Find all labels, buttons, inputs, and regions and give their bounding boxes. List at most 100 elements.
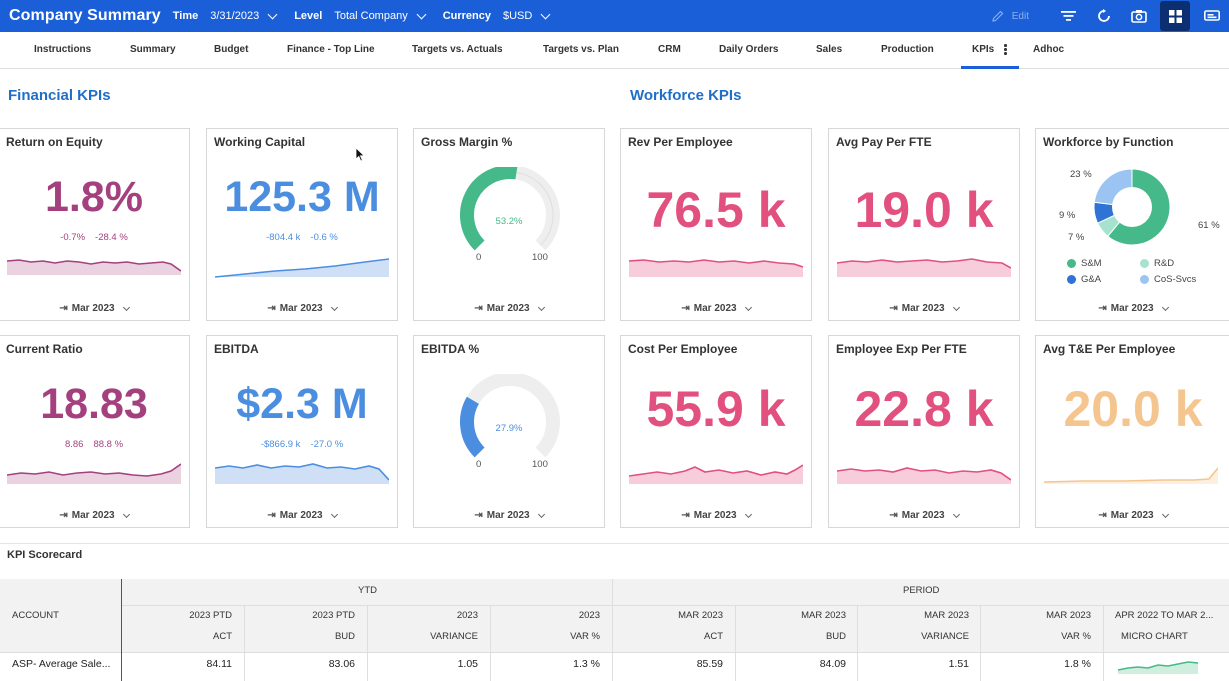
gauge-fill — [460, 167, 518, 251]
chevron-down-icon[interactable] — [416, 9, 427, 19]
period-selector[interactable]: ⇥ Mar 2023 — [1036, 303, 1229, 314]
column-header-top[interactable]: 2023 — [578, 610, 600, 621]
kpi-variances: 8.86 88.8 % — [0, 439, 189, 450]
trend-icon: ⇥ — [889, 510, 898, 521]
kpi-card-ebitda-pct[interactable]: EBITDA % 27.9% 0 100 ⇥ Mar 2023 — [413, 335, 605, 528]
period-selector[interactable]: ⇥ Mar 2023 — [621, 510, 811, 521]
period-selector[interactable]: ⇥ Mar 2023 — [207, 303, 397, 314]
edit-button[interactable]: Edit — [992, 10, 1029, 22]
tab-menu-icon[interactable] — [1004, 44, 1008, 56]
column-header-top[interactable]: MAR 2023 — [1046, 610, 1091, 621]
legend-label: G&A — [1081, 274, 1102, 285]
sparkline — [7, 463, 181, 484]
kpi-card-rev-per-employee[interactable]: Rev Per Employee 76.5 k ⇥ Mar 2023 — [620, 128, 812, 321]
column-header-bottom[interactable]: VARIANCE — [430, 631, 478, 642]
tab-budget[interactable]: Budget — [214, 44, 249, 55]
chevron-down-icon — [1161, 510, 1169, 518]
gauge-max: 100 — [532, 252, 548, 263]
kpi-value: 20.0 k — [1063, 381, 1203, 437]
column-header-bottom[interactable]: BUD — [825, 631, 846, 642]
column-header-bottom[interactable]: BUD — [334, 631, 355, 642]
column-header-bottom[interactable]: ACT — [213, 631, 232, 642]
trend-icon: ⇥ — [1098, 303, 1107, 314]
kpi-variances: -$866.9 k -27.0 % — [207, 439, 397, 450]
kpi-card-gross-margin[interactable]: Gross Margin % 53.2% 0 100 ⇥ Mar 2023 — [413, 128, 605, 321]
tab-finance-top-line[interactable]: Finance - Top Line — [287, 44, 375, 55]
kpi-card-cost-per-employee[interactable]: Cost Per Employee 55.9 k ⇥ Mar 2023 — [620, 335, 812, 528]
period-label: Mar 2023 — [901, 510, 945, 521]
tab-sales[interactable]: Sales — [816, 44, 843, 55]
kpi-card-avg-te-per-employee[interactable]: Avg T&E Per Employee 20.0 k ⇥ Mar 2023 — [1035, 335, 1229, 528]
column-header-top[interactable]: MAR 2023 — [924, 610, 969, 621]
tab-instructions[interactable]: Instructions — [34, 44, 92, 55]
group-header-ytd: YTD — [358, 585, 377, 596]
pencil-icon — [992, 10, 1004, 22]
tab-summary[interactable]: Summary — [130, 44, 176, 55]
kpi-value: 125.3 M — [224, 173, 380, 221]
period-selector[interactable]: ⇥ Mar 2023 — [414, 303, 604, 314]
column-header-top[interactable]: 2023 — [456, 610, 478, 621]
refresh-icon[interactable] — [1086, 0, 1121, 32]
tab-adhoc[interactable]: Adhoc — [1033, 44, 1065, 55]
tab-targets-vs-actuals[interactable]: Targets vs. Actuals — [412, 44, 503, 55]
column-header-top[interactable]: MAR 2023 — [801, 610, 846, 621]
mouse-cursor-icon — [355, 147, 365, 162]
period-selector[interactable]: ⇥ Mar 2023 — [207, 510, 397, 521]
row-account[interactable]: ASP- Average Sale... — [12, 658, 111, 670]
frozen-column-divider — [121, 579, 122, 681]
level-filter-value[interactable]: Total Company — [334, 10, 408, 22]
column-header-bottom[interactable]: VAR % — [1061, 631, 1091, 642]
filter-icon[interactable] — [1051, 0, 1086, 32]
kpi-variance-pct: 88.8 % — [93, 439, 124, 450]
kpi-value: 55.9 k — [646, 381, 786, 437]
kpi-card-return-on-equity[interactable]: Return on Equity 1.8% -0.7% -28.4 % ⇥ Mar … — [0, 128, 190, 321]
chevron-down-icon[interactable] — [540, 9, 551, 19]
kpi-card-employee-exp-per-fte[interactable]: Employee Exp Per FTE 22.8 k ⇥ Mar 2023 — [828, 335, 1020, 528]
column-header-top[interactable]: 2023 PTD — [189, 610, 232, 621]
column-header-top[interactable]: MAR 2023 — [678, 610, 723, 621]
column-header-account[interactable]: ACCOUNT — [12, 610, 59, 621]
period-selector[interactable]: ⇥ Mar 2023 — [621, 303, 811, 314]
presentation-icon[interactable] — [1194, 0, 1229, 32]
gauge-chart — [460, 374, 560, 458]
period-label: Mar 2023 — [693, 303, 737, 314]
time-filter-value[interactable]: 3/31/2023 — [210, 10, 260, 22]
column-header-bottom[interactable]: MICRO CHART — [1121, 631, 1188, 642]
kpi-card-avg-pay-per-fte[interactable]: Avg Pay Per FTE 19.0 k ⇥ Mar 2023 — [828, 128, 1020, 321]
card-title: Gross Margin % — [421, 135, 513, 149]
column-header-bottom[interactable]: VARIANCE — [921, 631, 969, 642]
period-selector[interactable]: ⇥ Mar 2023 — [1036, 510, 1229, 521]
period-selector[interactable]: ⇥ Mar 2023 — [0, 510, 189, 521]
period-selector[interactable]: ⇥ Mar 2023 — [829, 303, 1019, 314]
tab-daily-orders[interactable]: Daily Orders — [719, 44, 779, 55]
donut-pct-sm: 61 % — [1198, 220, 1220, 231]
tab-production[interactable]: Production — [881, 44, 934, 55]
sparkline — [215, 463, 389, 484]
kpi-card-ebitda[interactable]: EBITDA $2.3 M -$866.9 k -27.0 % ⇥ Mar 2023 — [206, 335, 398, 528]
kpi-value: $2.3 M — [236, 380, 368, 428]
camera-icon[interactable] — [1121, 0, 1156, 32]
dashboard-grid-icon[interactable] — [1160, 1, 1190, 31]
column-header-bottom[interactable]: ACT — [704, 631, 723, 642]
table-cell: 1.05 — [457, 658, 478, 670]
chevron-down-icon — [537, 510, 545, 518]
column-divider — [490, 605, 491, 681]
column-header-top[interactable]: 2023 PTD — [312, 610, 355, 621]
kpi-card-current-ratio[interactable]: Current Ratio 18.83 8.86 88.8 % ⇥ Mar 2023 — [0, 335, 190, 528]
chevron-down-icon — [330, 510, 338, 518]
column-header-bottom[interactable]: VAR % — [570, 631, 600, 642]
kpi-card-workforce-by-function[interactable]: Workforce by Function 23 % 9 % 7 % 61 % … — [1035, 128, 1229, 321]
tab-kpis[interactable]: KPIs — [972, 44, 995, 55]
chevron-down-icon[interactable] — [267, 9, 278, 19]
tab-targets-vs-plan[interactable]: Targets vs. Plan — [543, 44, 619, 55]
column-header-top[interactable]: APR 2022 TO MAR 2... — [1115, 610, 1214, 621]
chevron-down-icon — [1161, 303, 1169, 311]
tab-crm[interactable]: CRM — [658, 44, 681, 55]
kpi-value: 22.8 k — [854, 381, 994, 437]
table-cell: 84.09 — [819, 658, 846, 670]
period-selector[interactable]: ⇥ Mar 2023 — [414, 510, 604, 521]
period-selector[interactable]: ⇥ Mar 2023 — [829, 510, 1019, 521]
currency-filter-value[interactable]: $USD — [503, 10, 533, 22]
period-selector[interactable]: ⇥ Mar 2023 — [0, 303, 189, 314]
kpi-card-working-capital[interactable]: Working Capital 125.3 M -804.4 k -0.6 % ⇥… — [206, 128, 398, 321]
